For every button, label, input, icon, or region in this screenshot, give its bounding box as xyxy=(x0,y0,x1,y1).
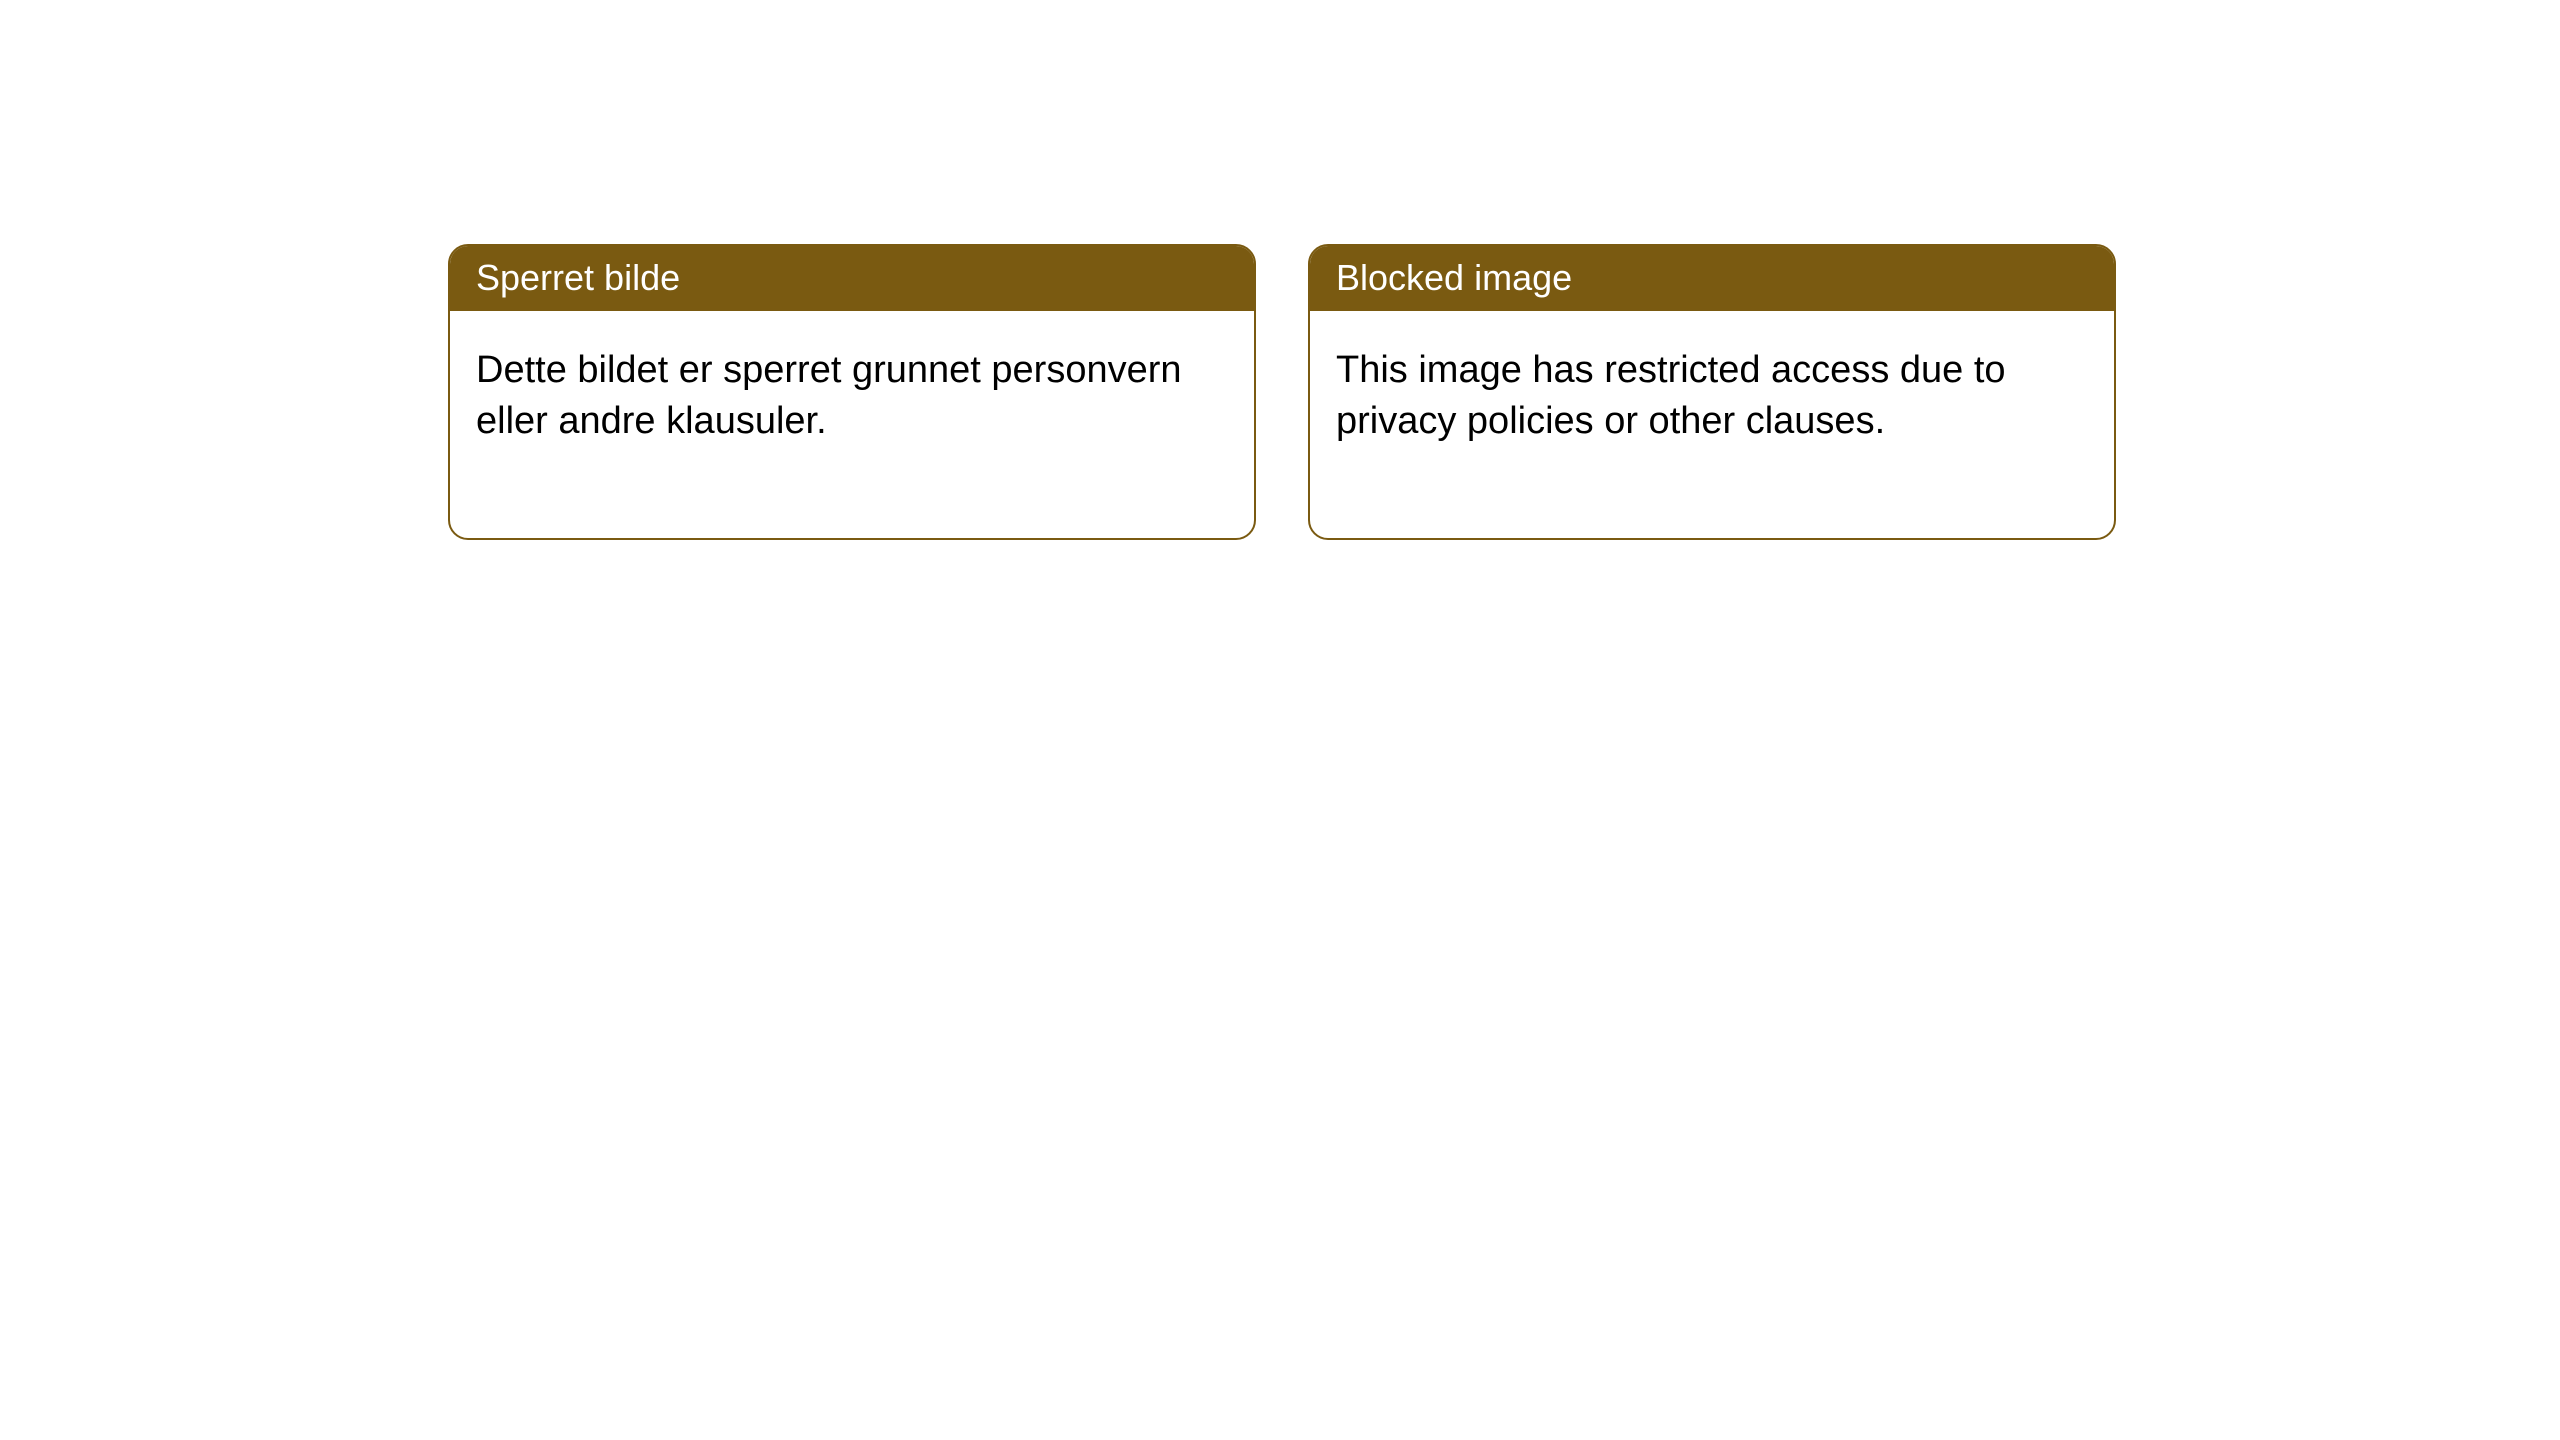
notice-body: Dette bildet er sperret grunnet personve… xyxy=(450,311,1254,538)
notice-card-norwegian: Sperret bilde Dette bildet er sperret gr… xyxy=(448,244,1256,540)
notice-container: Sperret bilde Dette bildet er sperret gr… xyxy=(0,0,2560,540)
notice-header: Sperret bilde xyxy=(450,246,1254,311)
notice-card-english: Blocked image This image has restricted … xyxy=(1308,244,2116,540)
notice-header: Blocked image xyxy=(1310,246,2114,311)
notice-body: This image has restricted access due to … xyxy=(1310,311,2114,538)
